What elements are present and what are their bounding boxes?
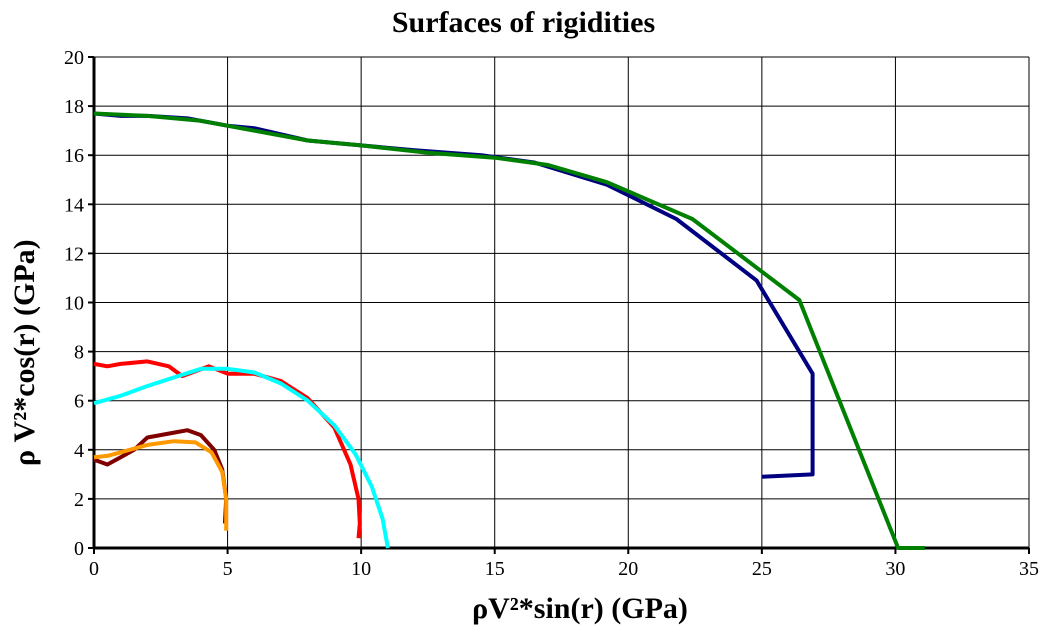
x-tick-label: 0 bbox=[89, 558, 99, 580]
x-tick-label: 10 bbox=[351, 558, 371, 580]
series-line-3 bbox=[93, 359, 362, 539]
x-tick-label: 5 bbox=[223, 558, 233, 580]
y-tick-label: 14 bbox=[64, 194, 84, 216]
x-tick-label: 20 bbox=[618, 558, 638, 580]
x-axis-label: ρV²*sin(r) (GPa) bbox=[472, 592, 688, 625]
y-tick-label: 10 bbox=[64, 293, 84, 315]
y-tick-label: 0 bbox=[74, 538, 84, 560]
chart-title: Surfaces of rigidities bbox=[391, 6, 656, 39]
series-line-4 bbox=[93, 366, 390, 549]
series-line-6 bbox=[93, 439, 229, 531]
series-line-2 bbox=[93, 111, 925, 550]
x-tick-label: 35 bbox=[1019, 558, 1039, 580]
y-tick-label: 4 bbox=[74, 440, 84, 462]
y-tick-label: 12 bbox=[64, 243, 84, 265]
y-tick-label: 18 bbox=[64, 96, 84, 118]
y-tick-label: 16 bbox=[64, 145, 84, 167]
y-tick-label: 20 bbox=[64, 47, 84, 69]
x-tick-label: 30 bbox=[885, 558, 905, 580]
y-tick-label: 6 bbox=[74, 391, 84, 413]
y-tick-label: 2 bbox=[74, 489, 84, 511]
y-tick-label: 8 bbox=[74, 342, 84, 364]
x-tick-label: 15 bbox=[485, 558, 505, 580]
x-tick-label: 25 bbox=[752, 558, 772, 580]
series-line-1 bbox=[93, 111, 815, 479]
